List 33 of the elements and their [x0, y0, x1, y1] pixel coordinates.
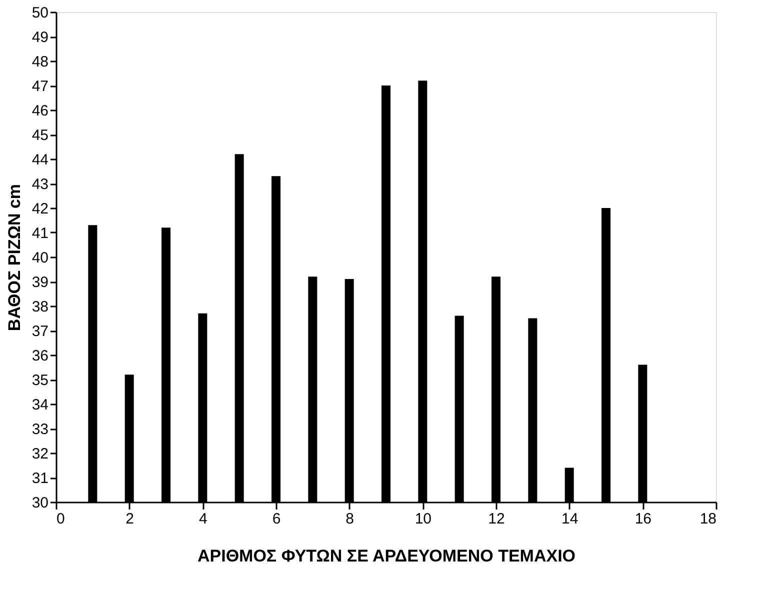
y-tick-label: 40: [32, 250, 48, 266]
y-tick-label: 39: [32, 274, 48, 291]
x-tick-label: 0: [56, 510, 65, 528]
y-tick-label: 35: [32, 372, 48, 389]
y-tick-label: 44: [32, 152, 48, 168]
x-tick-label: 16: [634, 510, 652, 528]
y-tick-label: 50: [32, 4, 48, 22]
y-tick-label: 45: [32, 127, 48, 144]
x-tick-label: 12: [488, 510, 505, 528]
y-tick-label: 43: [32, 176, 48, 193]
y-tick-label: 46: [32, 102, 48, 120]
y-tick-label: 49: [32, 29, 48, 46]
y-tick-label: 48: [32, 54, 48, 70]
y-tick-label: 34: [32, 396, 48, 414]
x-tick-label: 8: [346, 510, 354, 528]
y-tick-label: 30: [32, 494, 48, 512]
y-tick-label: 38: [32, 298, 48, 316]
y-tick-label: 42: [32, 200, 48, 218]
y-tick-label: 36: [32, 348, 48, 364]
y-tick-label: 47: [32, 78, 48, 95]
x-tick-label: 4: [198, 510, 208, 528]
y-tick-label: 31: [32, 470, 48, 487]
y-axis-title: ΒΑΘΟΣ ΡΙΖΩΝ cm: [4, 184, 24, 332]
y-tick-label: 41: [32, 225, 48, 242]
y-tick-label: 33: [32, 421, 48, 438]
y-tick-label: 32: [32, 446, 48, 462]
x-tick-label: 14: [561, 510, 578, 528]
x-axis-title: ΑΡΙΘΜΟΣ ΦΥΤΩΝ ΣΕ ΑΡΔΕΥΟΜΕΝΟ ΤΕΜΑΧΙΟ: [197, 546, 576, 566]
x-tick-label: 10: [414, 510, 432, 528]
y-tick-label: 37: [32, 323, 48, 340]
x-tick-label: 18: [700, 510, 716, 528]
x-tick-label: 2: [126, 510, 134, 528]
x-tick-label: 6: [272, 510, 281, 528]
